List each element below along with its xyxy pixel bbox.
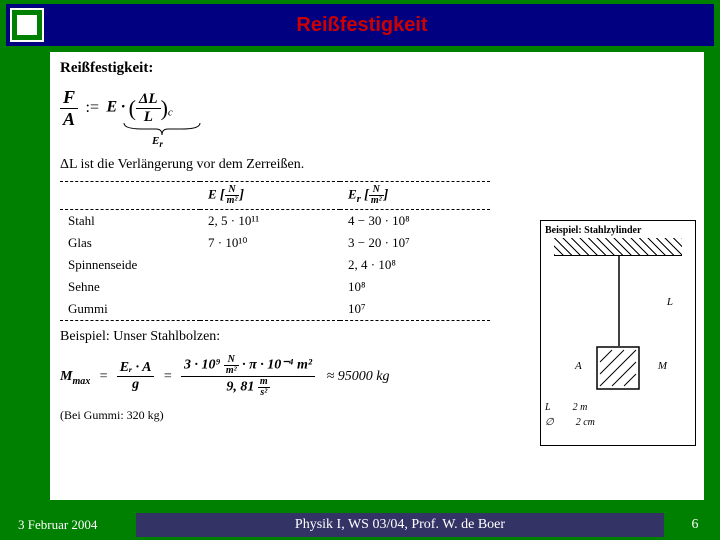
elongation-text: ΔL ist die Verlängerung vor dem Zerreiße… [60,157,694,173]
cylinder-diagram: Beispiel: Stahlzylinder L A M L2 m ∅2 cm [540,220,696,446]
page-number: 6 [670,517,720,533]
logo [10,8,44,42]
mat-name: Stahl [60,210,200,233]
section-title: Reißfestigkeit: [60,60,694,77]
materials-table: E [Nm²] Er [Nm²] Stahl2, 5 · 10¹¹4 − 30 … [60,181,490,321]
footer-date: 3 Februar 2004 [0,517,130,533]
header-bar: Reißfestigkeit [6,4,714,46]
content-area: Reißfestigkeit: F A := E · ( ΔL L )c Er … [50,52,704,500]
footer: 3 Februar 2004 Physik I, WS 03/04, Prof.… [0,510,720,540]
slide-title: Reißfestigkeit [44,14,714,37]
tensile-formula: F A := E · ( ΔL L )c Er [60,87,694,145]
footer-center: Physik I, WS 03/04, Prof. W. de Boer [136,513,664,537]
